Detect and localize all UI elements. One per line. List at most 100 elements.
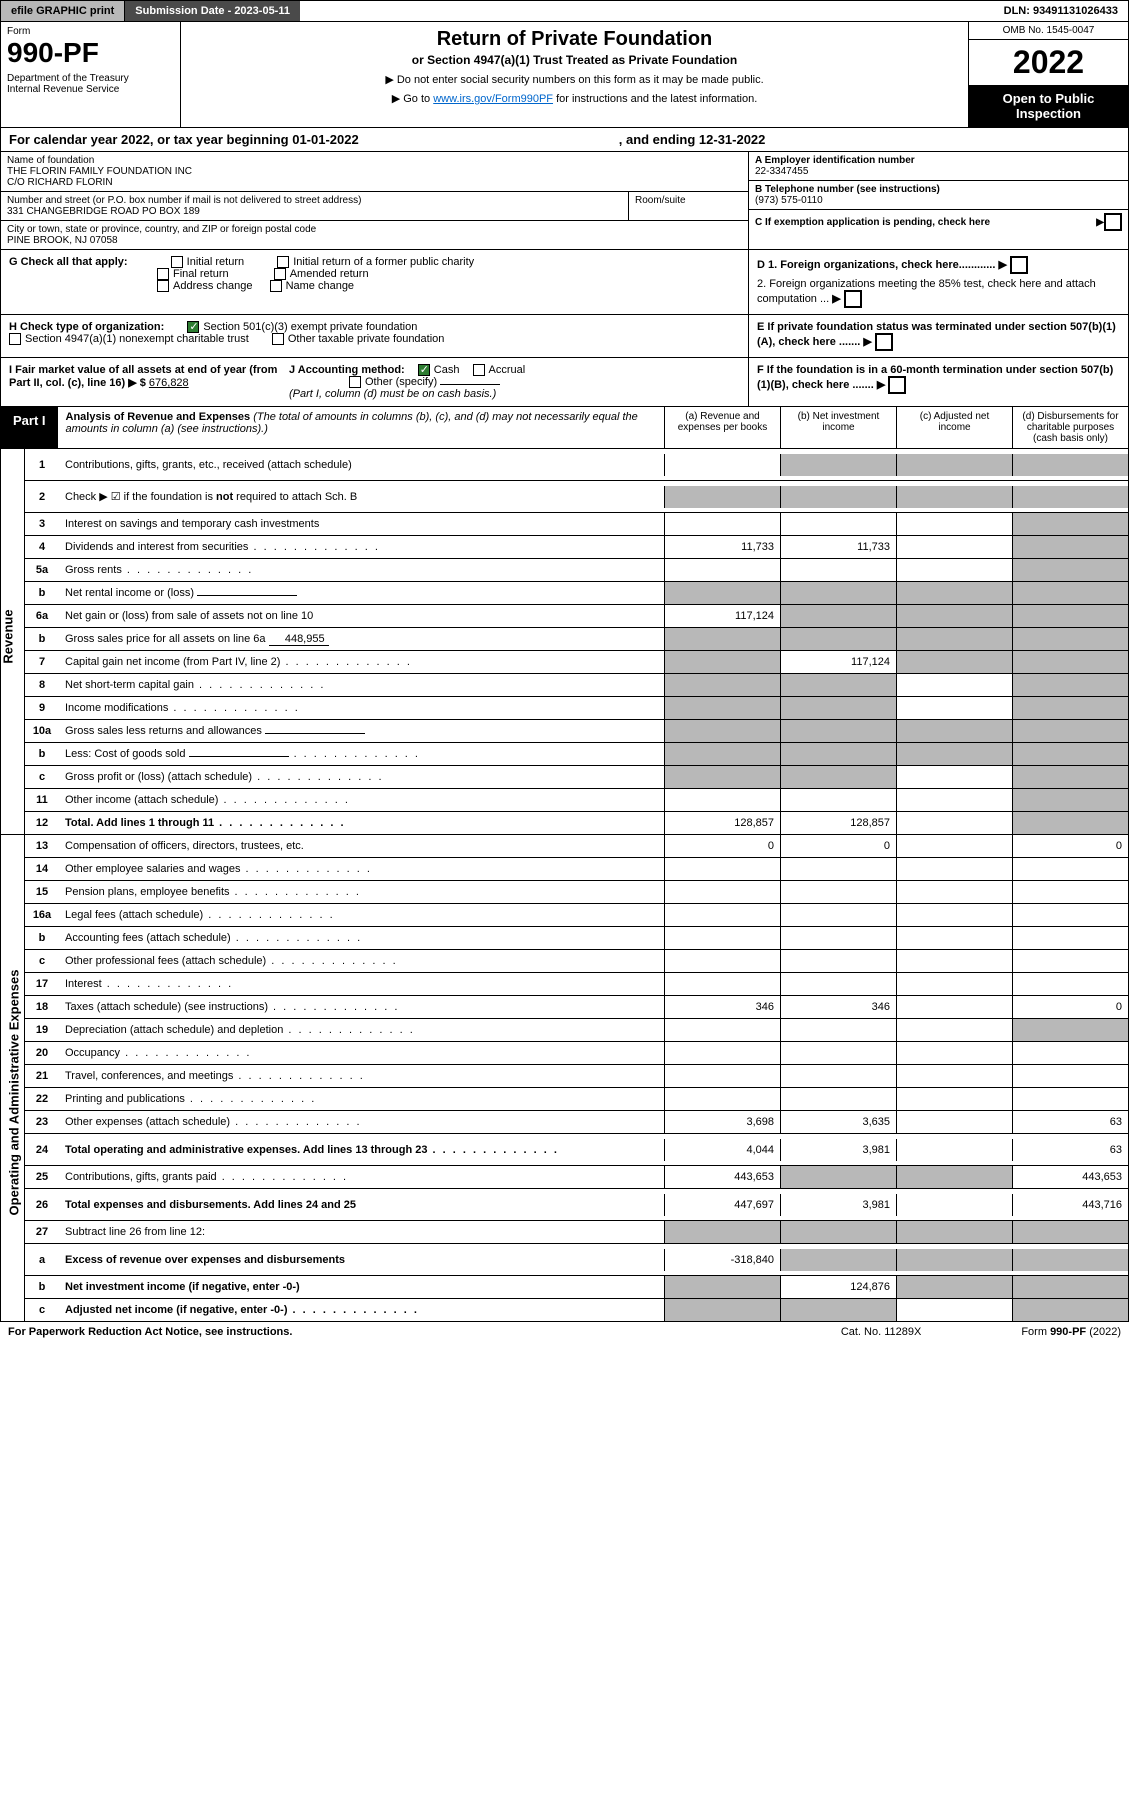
efile-print-button[interactable]: efile GRAPHIC print — [1, 1, 125, 21]
arrow-icon: ▶ — [877, 379, 885, 391]
form-ref: Form 990-PF (2022) — [1021, 1326, 1121, 1338]
row-number: 25 — [25, 1169, 59, 1185]
table-cell — [1012, 1249, 1128, 1271]
form-subtitle: or Section 4947(a)(1) Trust Treated as P… — [187, 53, 962, 67]
form-label: Form — [7, 26, 174, 37]
f-checkbox[interactable] — [888, 376, 906, 394]
cash-checkbox[interactable] — [418, 364, 430, 376]
table-cell — [1012, 812, 1128, 834]
table-row: 13Compensation of officers, directors, t… — [25, 835, 1128, 858]
row-number: 21 — [25, 1068, 59, 1084]
table-cell — [1012, 1276, 1128, 1298]
col-d-header: (d) Disbursements for charitable purpose… — [1012, 407, 1128, 448]
table-row: 10aGross sales less returns and allowanc… — [25, 720, 1128, 743]
table-cell — [1012, 904, 1128, 926]
row-label: Excess of revenue over expenses and disb… — [59, 1252, 664, 1268]
g-label: G Check all that apply: — [9, 256, 128, 268]
table-cell — [1012, 973, 1128, 995]
table-cell: 117,124 — [664, 605, 780, 627]
table-cell — [664, 858, 780, 880]
d2-checkbox[interactable] — [844, 290, 862, 308]
table-row: 1Contributions, gifts, grants, etc., rec… — [25, 449, 1128, 481]
table-cell — [664, 559, 780, 581]
other-taxable-label: Other taxable private foundation — [288, 333, 445, 345]
row-number: 16a — [25, 907, 59, 923]
row-number: 2 — [25, 489, 59, 505]
table-cell — [780, 628, 896, 650]
row-label: Total operating and administrative expen… — [59, 1142, 664, 1158]
table-row: 25Contributions, gifts, grants paid443,6… — [25, 1166, 1128, 1189]
table-cell — [896, 1019, 1012, 1041]
amended-checkbox[interactable] — [274, 268, 286, 280]
initial-return-checkbox[interactable] — [171, 256, 183, 268]
other-method-field[interactable] — [440, 384, 500, 385]
table-cell — [780, 674, 896, 696]
other-taxable-checkbox[interactable] — [272, 333, 284, 345]
part1-title: Analysis of Revenue and Expenses — [66, 411, 251, 423]
table-cell: 443,653 — [1012, 1166, 1128, 1188]
row-number: b — [25, 930, 59, 946]
cal-year-begin: For calendar year 2022, or tax year begi… — [9, 132, 359, 147]
name-label: Name of foundation — [7, 155, 742, 166]
table-row: bLess: Cost of goods sold — [25, 743, 1128, 766]
row-number: 1 — [25, 457, 59, 473]
table-cell — [780, 582, 896, 604]
table-cell: 443,653 — [664, 1166, 780, 1188]
form-title: Return of Private Foundation — [187, 28, 962, 51]
table-cell — [664, 628, 780, 650]
calendar-year-row: For calendar year 2022, or tax year begi… — [0, 128, 1129, 152]
table-row: cGross profit or (loss) (attach schedule… — [25, 766, 1128, 789]
table-cell — [664, 973, 780, 995]
4947-checkbox[interactable] — [9, 333, 21, 345]
table-cell: 346 — [664, 996, 780, 1018]
row-label: Net rental income or (loss) — [59, 585, 664, 601]
topbar: efile GRAPHIC print Submission Date - 20… — [0, 0, 1129, 22]
table-cell — [1012, 605, 1128, 627]
instr-ssn: ▶ Do not enter social security numbers o… — [187, 73, 962, 86]
h-label: H Check type of organization: — [9, 321, 164, 333]
irs-form-link[interactable]: www.irs.gov/Form990PF — [433, 93, 553, 105]
table-cell: 124,876 — [780, 1276, 896, 1298]
phone-value: (973) 575-0110 — [755, 195, 1122, 206]
other-method-checkbox[interactable] — [349, 376, 361, 388]
row-number: 11 — [25, 792, 59, 808]
501c3-checkbox[interactable] — [187, 321, 199, 333]
table-cell — [896, 1299, 1012, 1321]
row-label: Legal fees (attach schedule) — [59, 907, 664, 923]
table-cell — [896, 1139, 1012, 1161]
table-cell — [664, 454, 780, 476]
fmv-value: 676,828 — [149, 377, 189, 389]
table-cell — [1012, 674, 1128, 696]
instr-pre: ▶ Go to — [392, 93, 433, 105]
row-number: 4 — [25, 539, 59, 555]
address-change-checkbox[interactable] — [157, 280, 169, 292]
table-cell — [780, 605, 896, 627]
omb-number: OMB No. 1545-0047 — [969, 22, 1128, 40]
checks-section-g: G Check all that apply: Initial return I… — [0, 250, 1129, 315]
e-checkbox[interactable] — [875, 333, 893, 351]
table-cell — [1012, 1221, 1128, 1243]
final-return-checkbox[interactable] — [157, 268, 169, 280]
exemption-checkbox[interactable] — [1104, 213, 1122, 231]
other-method-label: Other (specify) — [365, 376, 437, 388]
row-number: 20 — [25, 1045, 59, 1061]
name-change-checkbox[interactable] — [270, 280, 282, 292]
table-cell — [664, 651, 780, 673]
table-row: 12Total. Add lines 1 through 11128,85712… — [25, 812, 1128, 834]
table-cell — [896, 789, 1012, 811]
table-cell — [1012, 1088, 1128, 1110]
initial-former-checkbox[interactable] — [277, 256, 289, 268]
accrual-checkbox[interactable] — [473, 364, 485, 376]
table-row: 24Total operating and administrative exp… — [25, 1134, 1128, 1166]
addr-label: Number and street (or P.O. box number if… — [7, 195, 622, 206]
row-label: Gross sales less returns and allowances — [59, 723, 664, 739]
accrual-label: Accrual — [489, 364, 526, 376]
row-label: Contributions, gifts, grants, etc., rece… — [59, 457, 664, 473]
table-cell — [896, 950, 1012, 972]
d1-checkbox[interactable] — [1010, 256, 1028, 274]
col-b-header: (b) Net investment income — [780, 407, 896, 448]
row-label: Other income (attach schedule) — [59, 792, 664, 808]
table-cell — [780, 927, 896, 949]
open-public-badge: Open to Public Inspection — [969, 85, 1128, 127]
row-label: Net short-term capital gain — [59, 677, 664, 693]
